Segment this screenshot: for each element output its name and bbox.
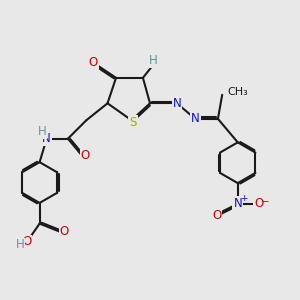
Text: O: O — [22, 236, 32, 248]
Text: O: O — [212, 208, 221, 222]
Text: O: O — [254, 197, 264, 210]
Text: N: N — [191, 112, 200, 125]
Text: O: O — [89, 56, 98, 69]
Text: −: − — [261, 197, 270, 207]
Text: N: N — [42, 132, 51, 145]
Text: H: H — [148, 54, 157, 67]
Text: H: H — [15, 238, 24, 251]
Text: CH₃: CH₃ — [227, 87, 248, 97]
Text: S: S — [129, 116, 137, 129]
Text: N: N — [172, 97, 181, 110]
Text: O: O — [60, 225, 69, 238]
Text: O: O — [81, 149, 90, 162]
Text: H: H — [38, 125, 47, 138]
Text: N: N — [233, 197, 242, 210]
Text: +: + — [240, 194, 247, 203]
